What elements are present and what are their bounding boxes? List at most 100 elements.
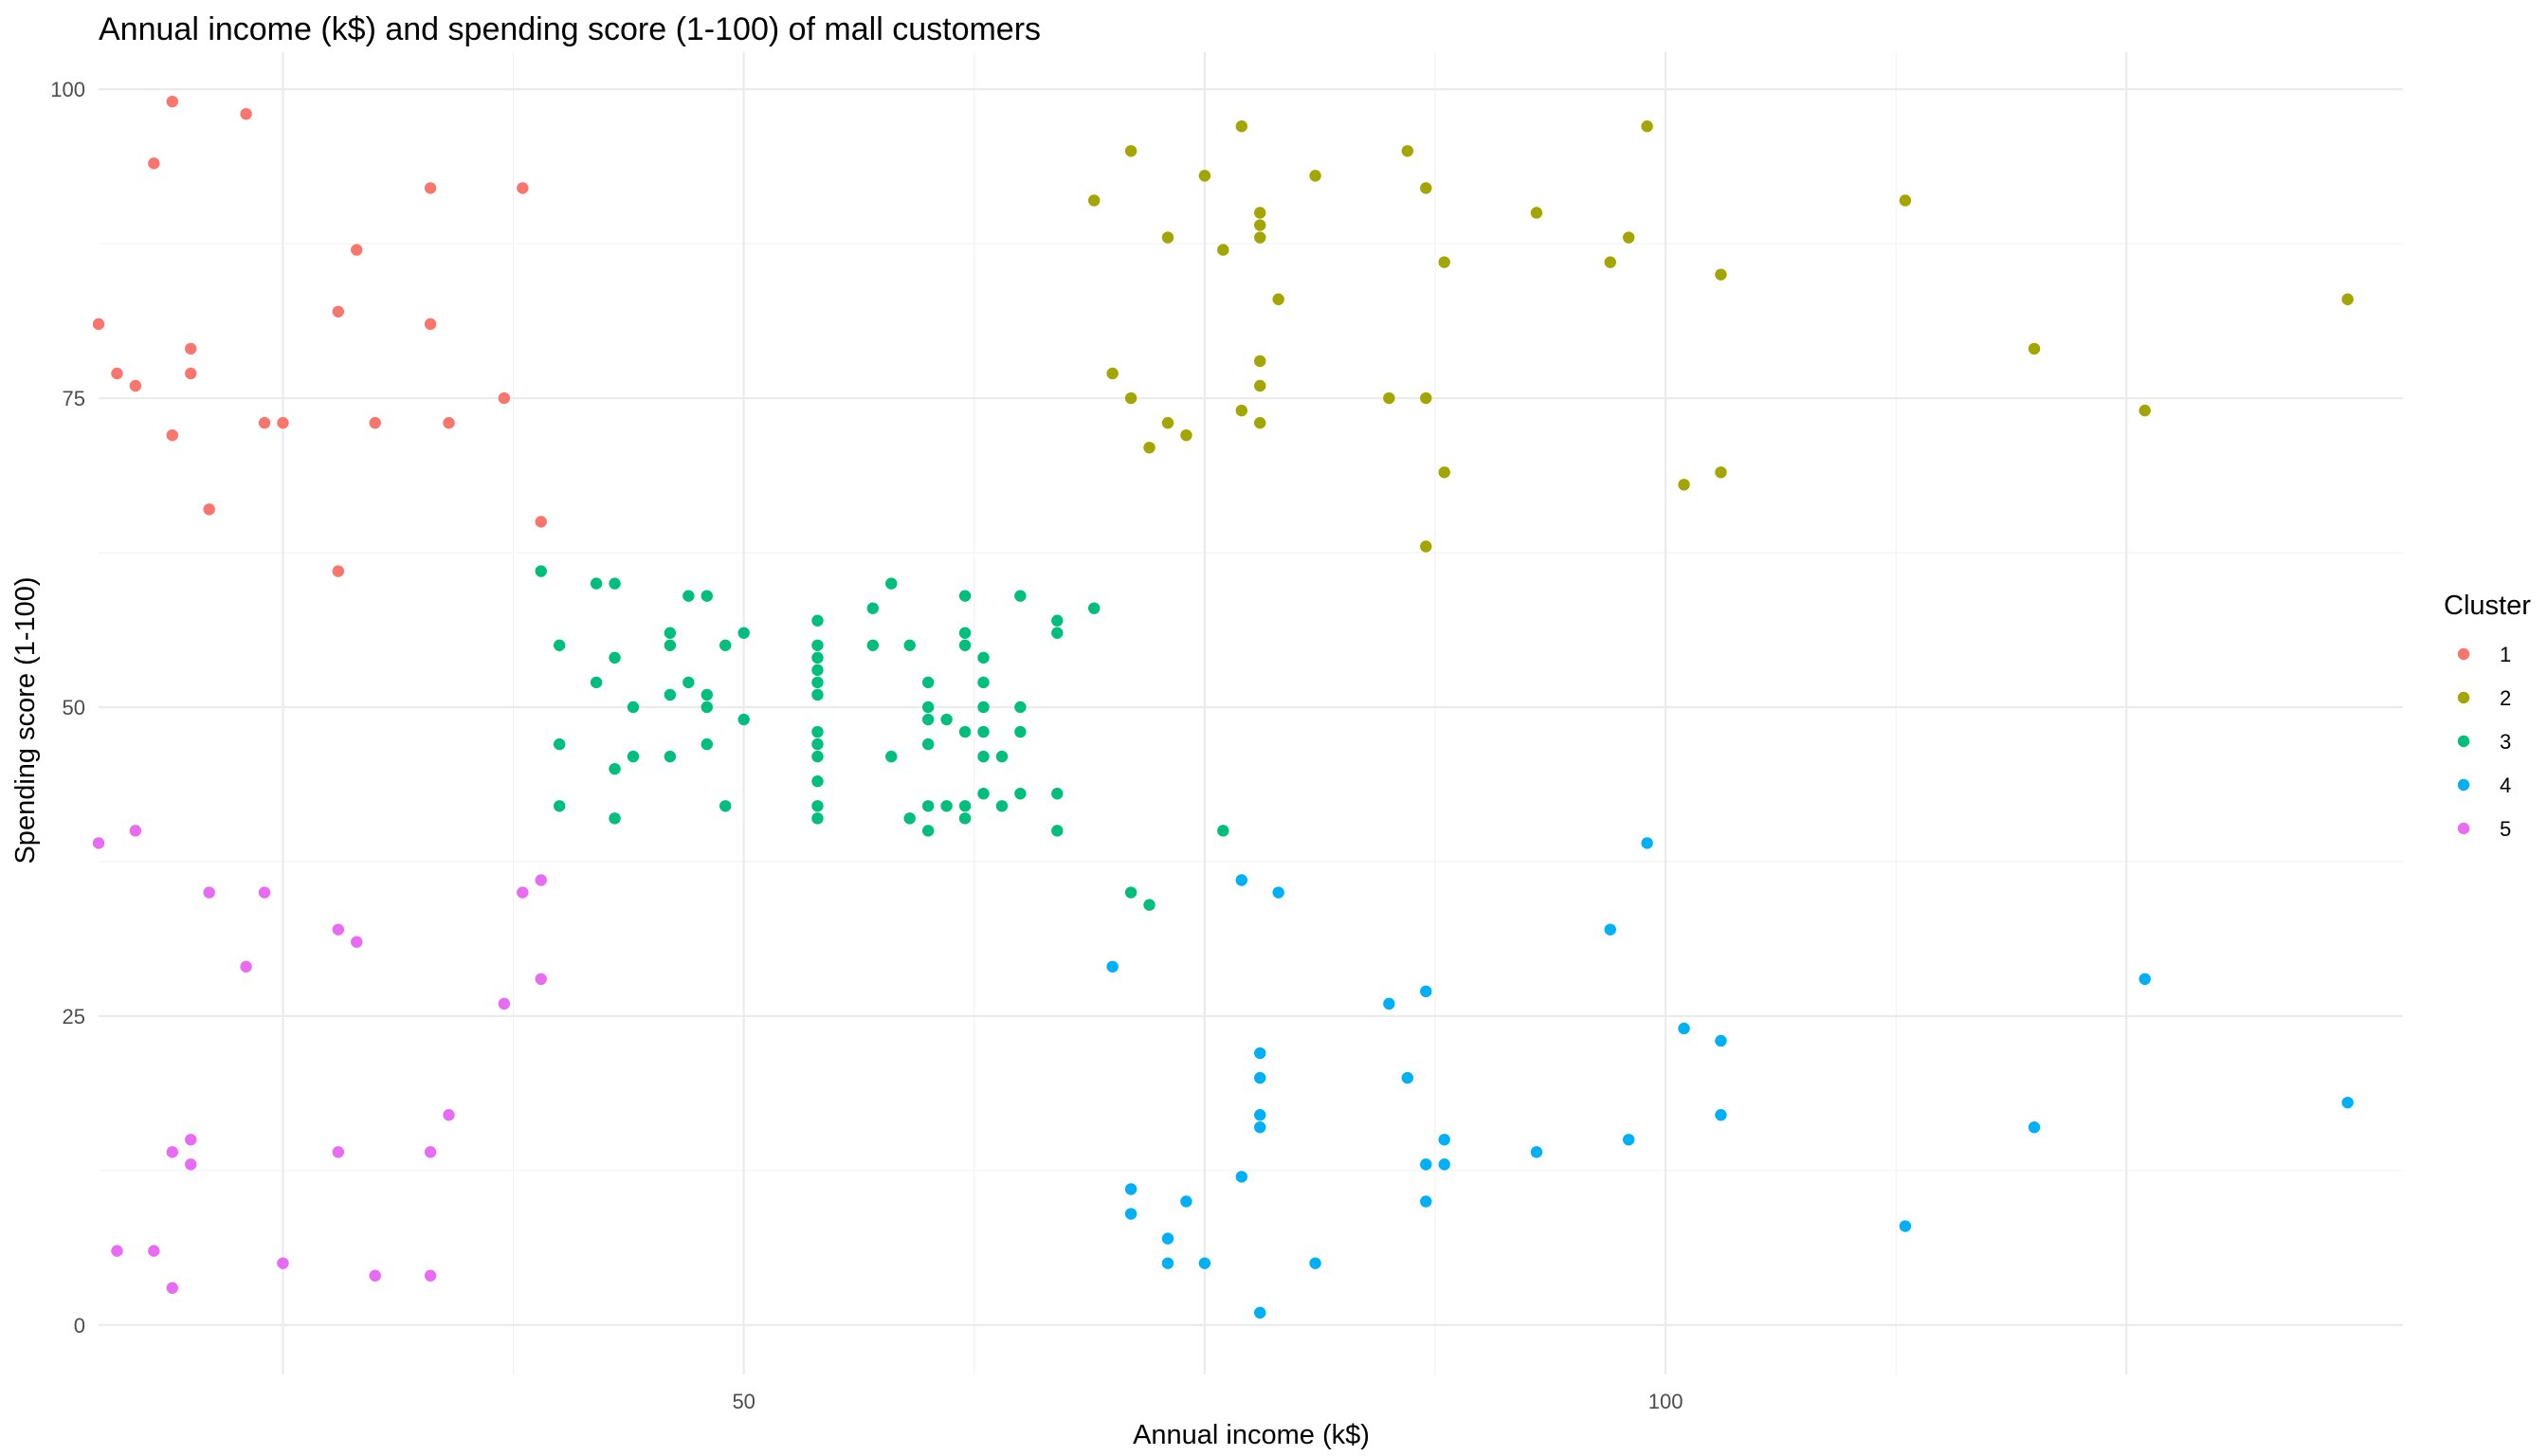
data-point-cluster-3 (554, 737, 566, 751)
data-point-cluster-1 (517, 182, 529, 194)
data-point-cluster-2 (1198, 170, 1211, 182)
data-point-cluster-3 (958, 725, 972, 738)
data-point-cluster-5 (92, 837, 105, 849)
data-point-cluster-4 (1715, 1034, 1727, 1047)
x-axis-title: Annual income (k$) (1133, 1420, 1370, 1450)
data-point-cluster-3 (995, 750, 1009, 763)
data-point-cluster-3 (609, 577, 621, 590)
data-point-cluster-3 (554, 800, 566, 812)
data-point-cluster-5 (369, 1269, 381, 1282)
data-point-cluster-3 (940, 800, 953, 812)
data-point-cluster-2 (2341, 293, 2354, 305)
data-point-cluster-3 (921, 737, 935, 751)
data-point-cluster-3 (719, 639, 732, 651)
data-point-cluster-3 (1014, 701, 1027, 714)
data-point-cluster-3 (811, 664, 824, 677)
data-point-cluster-3 (885, 577, 898, 590)
data-point-cluster-4 (1604, 923, 1616, 936)
data-point-cluster-1 (443, 416, 455, 429)
data-point-cluster-2 (1161, 231, 1174, 244)
data-point-cluster-2 (1899, 194, 1912, 207)
data-point-cluster-3 (811, 725, 824, 738)
data-point-cluster-4 (1420, 985, 1432, 998)
data-point-cluster-5 (185, 1158, 197, 1171)
data-point-cluster-3 (737, 627, 750, 639)
data-point-cluster-3 (701, 737, 713, 751)
data-point-cluster-2 (1235, 404, 1247, 417)
data-point-cluster-4 (1383, 997, 1395, 1010)
data-point-cluster-5 (424, 1269, 437, 1282)
data-point-cluster-4 (1254, 1071, 1266, 1084)
data-point-cluster-3 (977, 651, 990, 664)
data-point-cluster-3 (1051, 614, 1064, 627)
data-point-cluster-3 (701, 701, 713, 714)
data-point-cluster-3 (921, 800, 935, 812)
data-point-cluster-4 (1272, 886, 1284, 899)
data-point-cluster-3 (609, 651, 621, 664)
data-point-cluster-4 (1161, 1257, 1174, 1269)
data-point-cluster-3 (995, 800, 1009, 812)
legend-label-2: 2 (2500, 686, 2511, 710)
data-point-cluster-3 (811, 639, 824, 651)
data-point-cluster-2 (1254, 231, 1266, 244)
data-point-cluster-3 (811, 676, 824, 689)
data-point-cluster-4 (1641, 837, 1653, 849)
data-point-cluster-3 (921, 701, 935, 714)
data-point-cluster-5 (535, 874, 547, 886)
data-point-cluster-3 (958, 800, 972, 812)
data-point-cluster-2 (1087, 194, 1101, 207)
x-tick-label: 100 (1648, 1390, 1684, 1413)
data-point-cluster-5 (535, 973, 547, 986)
data-point-cluster-4 (1161, 1232, 1174, 1245)
data-point-cluster-4 (1124, 1183, 1138, 1195)
data-point-cluster-5 (258, 886, 271, 899)
data-point-cluster-1 (129, 379, 142, 392)
data-point-cluster-3 (1124, 886, 1138, 899)
data-point-cluster-5 (351, 936, 363, 948)
data-point-cluster-3 (921, 713, 935, 726)
data-point-cluster-3 (627, 701, 640, 714)
data-point-cluster-3 (682, 590, 695, 602)
data-point-cluster-2 (1254, 219, 1266, 231)
data-point-cluster-3 (811, 651, 824, 664)
data-point-cluster-3 (664, 688, 677, 701)
data-point-cluster-3 (885, 750, 898, 763)
legend-key-1 (2457, 647, 2470, 661)
data-point-cluster-3 (1051, 788, 1064, 800)
data-point-cluster-3 (940, 713, 953, 726)
data-point-cluster-1 (535, 516, 547, 528)
data-point-cluster-2 (1309, 170, 1321, 182)
y-tick-label: 25 (63, 1005, 85, 1028)
data-point-cluster-3 (958, 590, 972, 602)
data-point-cluster-3 (590, 676, 603, 689)
data-point-cluster-2 (1143, 441, 1156, 454)
chart-title: Annual income (k$) and spending score (1… (99, 11, 1041, 47)
data-point-cluster-3 (1143, 899, 1156, 911)
data-point-cluster-4 (1254, 1306, 1266, 1320)
data-point-cluster-4 (1235, 874, 1247, 886)
data-point-cluster-5 (185, 1134, 197, 1146)
data-point-cluster-3 (958, 812, 972, 825)
data-point-cluster-3 (1051, 825, 1064, 837)
data-point-cluster-2 (1641, 120, 1653, 133)
data-point-cluster-2 (1106, 367, 1119, 380)
data-point-cluster-4 (1254, 1109, 1266, 1121)
data-point-cluster-2 (1254, 207, 1266, 219)
data-point-cluster-3 (921, 825, 935, 837)
legend-key-5 (2457, 822, 2470, 835)
data-point-cluster-1 (332, 305, 345, 318)
data-point-cluster-3 (811, 688, 824, 701)
data-point-cluster-3 (682, 676, 695, 689)
data-point-cluster-5 (129, 825, 142, 837)
y-tick-label: 50 (63, 696, 85, 719)
data-point-cluster-2 (1438, 256, 1450, 268)
data-point-cluster-3 (737, 713, 750, 726)
data-point-cluster-5 (517, 886, 529, 899)
data-point-cluster-4 (1899, 1220, 1912, 1232)
data-point-cluster-4 (1235, 1171, 1247, 1183)
data-point-cluster-2 (1217, 244, 1229, 256)
data-point-cluster-2 (1420, 540, 1432, 553)
data-point-cluster-4 (1678, 1022, 1690, 1035)
data-point-cluster-2 (1124, 145, 1138, 157)
data-point-cluster-3 (977, 701, 990, 714)
